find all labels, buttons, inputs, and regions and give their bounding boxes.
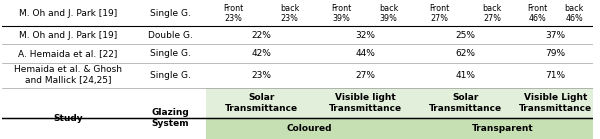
Bar bbox=[2, 26, 593, 44]
Text: Coloured: Coloured bbox=[286, 124, 332, 133]
Bar bbox=[518, 88, 593, 118]
Bar bbox=[206, 88, 318, 118]
Text: 79%: 79% bbox=[545, 49, 566, 58]
Text: Front
23%: Front 23% bbox=[223, 3, 244, 23]
Text: 44%: 44% bbox=[355, 49, 375, 58]
Text: Single G.: Single G. bbox=[149, 49, 191, 58]
Text: Glazing
System: Glazing System bbox=[151, 108, 189, 128]
Text: Solar
Transmittance: Solar Transmittance bbox=[429, 93, 502, 113]
Bar bbox=[2, 44, 593, 63]
Text: back
39%: back 39% bbox=[379, 3, 398, 23]
Text: Study: Study bbox=[53, 114, 83, 123]
Text: 32%: 32% bbox=[355, 31, 375, 40]
Text: M. Oh and J. Park [19]: M. Oh and J. Park [19] bbox=[19, 31, 117, 40]
Text: back
23%: back 23% bbox=[280, 3, 299, 23]
Text: 71%: 71% bbox=[545, 71, 566, 80]
Bar bbox=[412, 118, 593, 139]
Text: Front
46%: Front 46% bbox=[527, 3, 547, 23]
Bar bbox=[206, 118, 412, 139]
Bar bbox=[412, 88, 518, 118]
Text: 41%: 41% bbox=[455, 71, 475, 80]
Text: 22%: 22% bbox=[252, 31, 272, 40]
Text: 42%: 42% bbox=[252, 49, 272, 58]
Text: 37%: 37% bbox=[545, 31, 566, 40]
Text: A. Hemaida et al. [22]: A. Hemaida et al. [22] bbox=[19, 49, 118, 58]
Text: Transparent: Transparent bbox=[472, 124, 533, 133]
Text: 23%: 23% bbox=[251, 71, 272, 80]
Text: Single G.: Single G. bbox=[149, 71, 191, 80]
Bar bbox=[318, 88, 412, 118]
Bar bbox=[2, 0, 593, 26]
Text: Front
39%: Front 39% bbox=[331, 3, 352, 23]
Text: Single G.: Single G. bbox=[149, 9, 191, 18]
Text: Visible Light
Transmittance: Visible Light Transmittance bbox=[519, 93, 592, 113]
Text: Solar
Transmittance: Solar Transmittance bbox=[225, 93, 298, 113]
Text: Visible light
Transmittance: Visible light Transmittance bbox=[328, 93, 401, 113]
Text: back
46%: back 46% bbox=[565, 3, 584, 23]
Text: 27%: 27% bbox=[355, 71, 375, 80]
Bar bbox=[2, 63, 593, 88]
Text: M. Oh and J. Park [19]: M. Oh and J. Park [19] bbox=[19, 9, 117, 18]
Text: Front
27%: Front 27% bbox=[429, 3, 449, 23]
Text: back
27%: back 27% bbox=[482, 3, 502, 23]
Text: Double G.: Double G. bbox=[148, 31, 193, 40]
Text: 25%: 25% bbox=[455, 31, 475, 40]
Text: Hemaida et al. & Ghosh
and Mallick [24,25]: Hemaida et al. & Ghosh and Mallick [24,2… bbox=[14, 65, 122, 85]
Text: 62%: 62% bbox=[455, 49, 475, 58]
